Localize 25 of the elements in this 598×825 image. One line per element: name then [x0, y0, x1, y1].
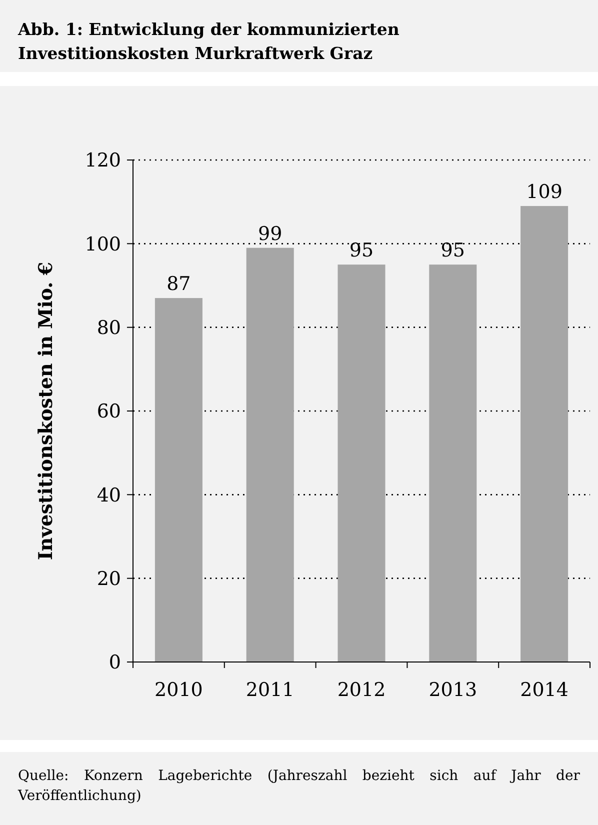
- x-tick-label: 2012: [337, 679, 386, 701]
- y-tick-label: 100: [84, 233, 121, 256]
- bar: [429, 264, 477, 662]
- chart-title: Abb. 1: Entwicklung der kommunizierten Investitionskosten Murkraftwerk Graz: [18, 19, 400, 65]
- y-tick-label: 80: [96, 316, 121, 339]
- data-label: 87: [166, 273, 191, 296]
- y-axis-title: Investitionskosten in Mio. €: [35, 262, 57, 560]
- data-label: 109: [526, 181, 562, 204]
- data-label: 95: [440, 240, 465, 262]
- y-tick-label: 0: [108, 652, 121, 674]
- y-tick-label: 40: [96, 484, 121, 506]
- x-tick-label: 2010: [154, 679, 203, 701]
- bar: [154, 298, 202, 662]
- x-tick-label: 2011: [246, 679, 294, 701]
- bar: [246, 248, 294, 662]
- data-label: 99: [258, 222, 282, 245]
- bar: [338, 264, 386, 662]
- y-tick-label: 60: [96, 400, 121, 423]
- x-tick-label: 2014: [520, 679, 568, 701]
- bar: [520, 206, 568, 662]
- x-tick-label: 2013: [428, 679, 478, 701]
- y-tick-label: 20: [96, 568, 121, 590]
- data-label: 95: [349, 240, 374, 262]
- y-tick-label: 120: [84, 150, 121, 172]
- source-note: Quelle: Konzern Lageberichte (Jahreszahl bezieht sich auf Jahr der Veröffentlichung): [18, 767, 580, 806]
